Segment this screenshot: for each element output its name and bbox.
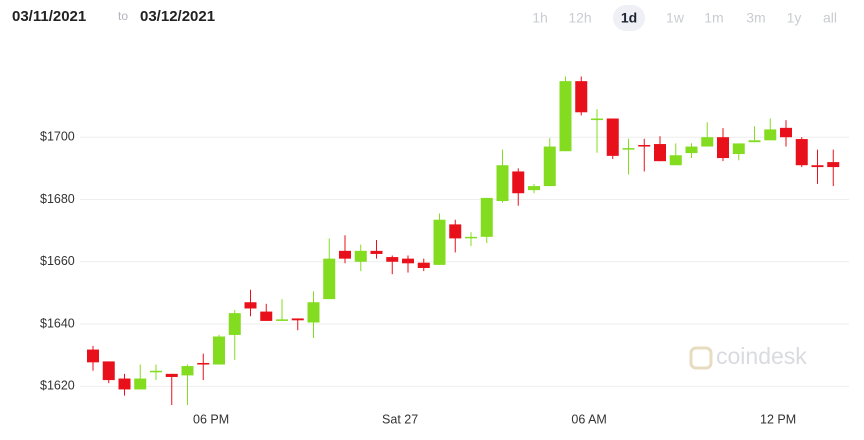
candle-body [134, 378, 147, 390]
y-tick-label: $1620 [40, 379, 75, 393]
candle-body [559, 81, 572, 152]
candle-body [827, 162, 840, 168]
range-button[interactable]: 1h [532, 10, 548, 26]
x-tick-label: 12 PM [760, 412, 796, 426]
range-button[interactable]: 1w [666, 10, 685, 26]
candles [87, 76, 840, 405]
y-tick-label: $1700 [40, 129, 75, 143]
candle-body [795, 139, 808, 166]
range-button[interactable]: 3m [746, 10, 765, 26]
candle-body [181, 366, 194, 376]
candle-body [732, 143, 745, 155]
range-selected-bg [613, 5, 645, 31]
y-tick-label: $1660 [40, 254, 75, 268]
candle-body [811, 165, 824, 168]
candle-body [102, 361, 115, 381]
candle-body [543, 146, 556, 187]
candle-body [638, 144, 651, 147]
range-selector: 1h 12h 1d 1w 1m 3m 1y all [532, 5, 837, 31]
candle-body [512, 171, 525, 194]
candle-body [764, 129, 777, 141]
x-tick-label: Sat 27 [382, 412, 418, 426]
logo-mark [689, 346, 713, 370]
candle-body [433, 219, 446, 265]
candle-body [339, 250, 351, 259]
x-tick-label: 06 PM [193, 412, 229, 426]
candle-body [717, 137, 729, 159]
y-tick-label: $1640 [40, 316, 75, 330]
candle-body [165, 373, 178, 377]
candle-body [197, 362, 210, 365]
candle-body [260, 311, 273, 321]
candle-body [118, 378, 131, 390]
grid: $1620 $1640 $1660 $1680 $1700 06 PM Sat 27 06 A… [40, 129, 849, 426]
candle-body [496, 165, 509, 202]
range-button[interactable]: 1y [787, 10, 802, 26]
candle-body [780, 127, 792, 138]
candle-body [323, 258, 336, 300]
watermark-logo [689, 346, 713, 370]
candle-body [480, 197, 493, 237]
range-from: 03/11/2021 [12, 8, 86, 25]
range-to: 03/12/2021 [140, 8, 215, 25]
candle-body [748, 140, 761, 143]
candle-body [276, 319, 288, 321]
candle-body [386, 257, 399, 262]
candle-body [622, 148, 635, 150]
range-to-label: to [118, 9, 128, 23]
candle-body [449, 224, 462, 239]
candle-body [150, 370, 162, 373]
range-button[interactable]: 12h [568, 10, 591, 26]
candle-body [669, 155, 682, 166]
range-button[interactable]: 1d [621, 10, 637, 26]
candle-body [213, 336, 225, 365]
candle-body [228, 313, 241, 335]
candle-body [701, 137, 714, 147]
candle-body [417, 262, 430, 268]
y-tick-label: $1680 [40, 192, 75, 206]
candle-body [654, 144, 666, 162]
watermark: coindesk [716, 343, 807, 369]
candle-body [465, 236, 477, 239]
candle-body [354, 250, 367, 262]
x-tick-label: 06 AM [571, 412, 606, 426]
candle-body [606, 118, 619, 156]
candle-body [370, 250, 383, 254]
range-button[interactable]: all [823, 10, 837, 26]
range-button[interactable]: 1m [704, 10, 723, 26]
candle-body [402, 258, 414, 264]
candle-body [575, 81, 588, 113]
candle-body [291, 318, 304, 321]
candle-body [528, 186, 540, 191]
candle-body [244, 302, 257, 309]
candle-body [685, 146, 698, 154]
candle-body [591, 118, 603, 121]
candle-body [307, 302, 320, 323]
candle-body [87, 349, 99, 363]
